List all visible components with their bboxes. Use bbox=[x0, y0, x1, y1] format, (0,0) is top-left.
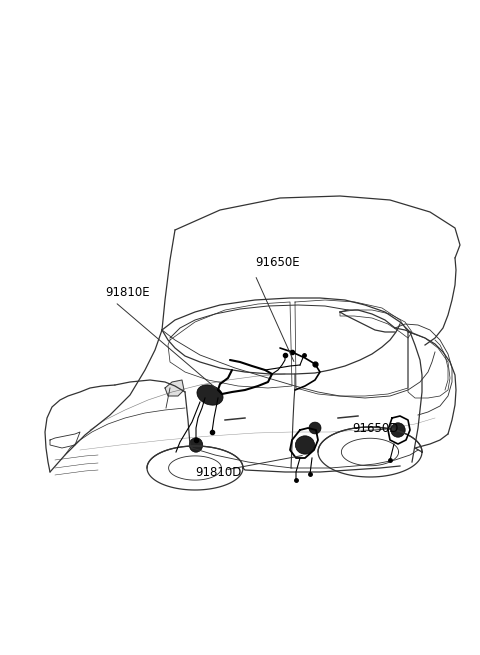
Text: 91810E: 91810E bbox=[105, 286, 150, 299]
Ellipse shape bbox=[197, 385, 223, 405]
Ellipse shape bbox=[391, 422, 405, 437]
Ellipse shape bbox=[189, 438, 203, 452]
Text: 91650D: 91650D bbox=[352, 422, 398, 434]
Text: 91650E: 91650E bbox=[255, 255, 300, 269]
Ellipse shape bbox=[309, 422, 321, 434]
Text: 91810D: 91810D bbox=[195, 466, 241, 479]
Polygon shape bbox=[165, 380, 184, 396]
Ellipse shape bbox=[295, 436, 314, 454]
